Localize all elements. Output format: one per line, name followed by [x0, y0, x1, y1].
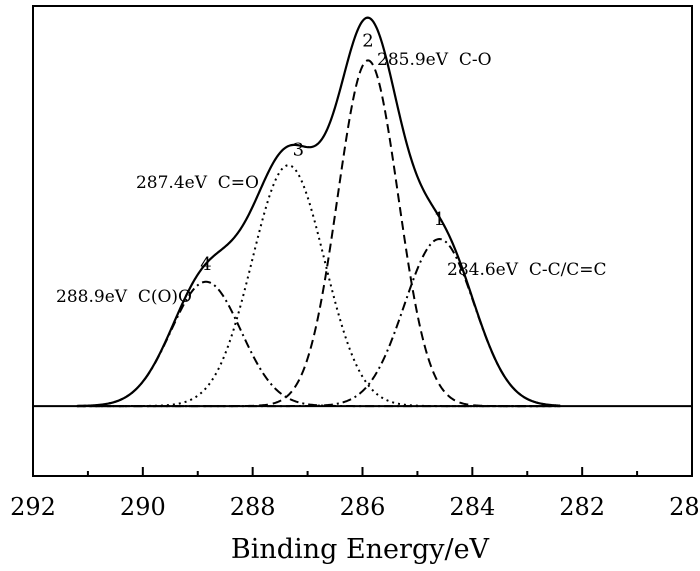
x-tick-label: 288 — [230, 493, 276, 521]
x-tick-label: 286 — [340, 493, 386, 521]
envelope-curve — [76, 16, 561, 408]
peak-2-number: 2 — [362, 30, 373, 51]
peak-2-annotation: 285.9eV C-O — [377, 50, 492, 70]
peak-1-annotation: 284.6eV C-C/C=C — [447, 260, 607, 280]
x-axis-ticks: 292 290 288 286 284 282 280 — [10, 467, 700, 521]
x-tick-label: 282 — [559, 493, 605, 521]
peak-3-curve — [76, 164, 561, 408]
curves — [76, 16, 561, 408]
x-tick-label: 284 — [449, 493, 495, 521]
peak-3-annotation: 287.4eV C=O — [136, 173, 259, 193]
peak-1-number: 1 — [434, 209, 445, 230]
x-tick-label: 292 — [10, 493, 56, 521]
x-tick-label: 290 — [120, 493, 166, 521]
peak-4-number: 4 — [200, 254, 211, 275]
peak-4-annotation: 288.9eV C(O)O — [56, 287, 192, 307]
x-axis-title: Binding Energy/eV — [231, 534, 490, 565]
peak-3-number: 3 — [293, 139, 304, 160]
x-tick-label: 280 — [669, 493, 700, 521]
